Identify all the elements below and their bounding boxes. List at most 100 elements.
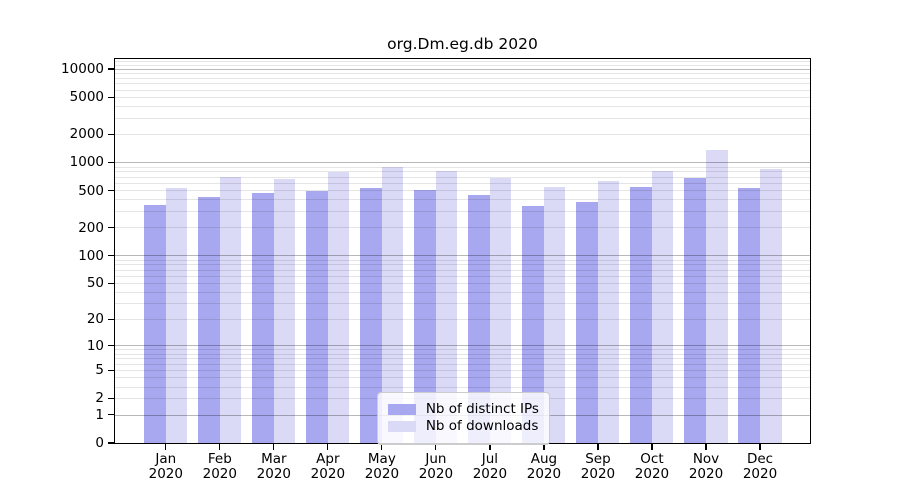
- bar-distinct-ips: [576, 202, 598, 443]
- y-tick-mark: [108, 345, 115, 347]
- y-tick-mark: [108, 414, 115, 416]
- minor-gridline: [114, 358, 810, 360]
- plot-area: Nb of distinct IPs Nb of downloads: [113, 57, 811, 445]
- y-tick-mark: [108, 369, 115, 371]
- y-axis-tick-label: 5: [95, 362, 104, 379]
- bar-downloads: [435, 170, 458, 443]
- x-tick-mark: [273, 443, 275, 450]
- y-axis-tick-label: 200: [78, 219, 104, 236]
- minor-gridline: [114, 171, 810, 173]
- bar-distinct-ips: [359, 187, 382, 443]
- y-tick-mark: [108, 161, 115, 164]
- bar-distinct-ips: [143, 205, 166, 443]
- legend-label-distinct-ips: Nb of distinct IPs: [425, 401, 539, 418]
- bar-downloads: [489, 178, 512, 443]
- minor-gridline: [114, 319, 810, 321]
- x-tick-mark: [219, 443, 221, 450]
- x-axis-tick-label: Jul 2020: [472, 451, 508, 482]
- y-tick-mark: [108, 96, 115, 98]
- bar-distinct-ips: [630, 187, 652, 443]
- x-tick-mark: [489, 443, 491, 450]
- y-axis-tick-label: 10000: [61, 60, 104, 77]
- legend-swatch-downloads: [387, 420, 416, 432]
- x-axis-tick-label: Oct 2020: [634, 451, 670, 482]
- bar-distinct-ips: [251, 192, 274, 443]
- bar-distinct-ips: [468, 195, 490, 443]
- minor-gridline: [114, 264, 810, 266]
- minor-gridline: [114, 106, 810, 107]
- minor-gridline: [114, 134, 810, 136]
- x-tick-mark: [435, 443, 437, 450]
- minor-gridline: [114, 211, 810, 213]
- y-tick-mark: [108, 227, 115, 229]
- minor-gridline: [114, 259, 810, 261]
- major-gridline: [114, 68, 810, 70]
- bar-downloads: [327, 172, 350, 443]
- x-axis-tick-label: Mar 2020: [256, 451, 291, 482]
- minor-gridline: [114, 73, 810, 75]
- bar-distinct-ips: [684, 178, 706, 443]
- minor-gridline: [114, 275, 810, 277]
- minor-gridline: [114, 370, 810, 372]
- x-tick-mark: [543, 443, 545, 450]
- y-axis-tick-label: 10: [86, 337, 104, 354]
- y-axis-tick-label: 0: [95, 435, 104, 451]
- x-axis-tick-label: Nov 2020: [688, 451, 724, 482]
- x-axis-tick-label: Sep 2020: [580, 451, 616, 482]
- x-axis-tick-label: Dec 2020: [742, 451, 778, 482]
- minor-gridline: [114, 190, 810, 192]
- x-tick-mark: [651, 443, 653, 450]
- minor-gridline: [114, 269, 810, 271]
- bar-downloads: [759, 168, 782, 443]
- y-tick-mark: [108, 397, 115, 399]
- minor-gridline: [114, 303, 810, 305]
- chart-title: org.Dm.eg.db 2020: [387, 35, 538, 53]
- bar-downloads: [705, 150, 728, 443]
- y-axis-tick-label: 100: [78, 247, 104, 264]
- bar-downloads: [165, 188, 188, 443]
- minor-gridline: [114, 176, 810, 178]
- x-axis-tick-label: Apr 2020: [310, 451, 346, 482]
- minor-gridline: [114, 61, 810, 63]
- y-axis-tick-label: 1000: [69, 154, 104, 171]
- minor-gridline: [114, 83, 810, 85]
- y-axis-tick-label: 1: [95, 406, 104, 423]
- minor-gridline: [114, 283, 810, 285]
- y-tick-mark: [108, 189, 115, 192]
- major-gridline: [114, 345, 810, 347]
- minor-gridline: [114, 292, 810, 293]
- legend-label-downloads: Nb of downloads: [425, 418, 539, 435]
- x-axis-tick-label: Jun 2020: [418, 451, 454, 482]
- y-tick-mark: [108, 254, 115, 257]
- x-axis-tick-label: Feb 2020: [202, 451, 237, 482]
- y-tick-mark: [108, 318, 115, 320]
- minor-gridline: [114, 64, 810, 66]
- y-axis-tick-label: 5000: [69, 89, 104, 106]
- y-tick-mark: [108, 68, 115, 70]
- minor-gridline: [114, 353, 810, 355]
- x-tick-mark: [381, 443, 383, 450]
- x-axis-tick-label: Aug 2020: [526, 451, 562, 482]
- y-tick-mark: [108, 133, 115, 135]
- minor-gridline: [114, 166, 810, 168]
- x-tick-mark: [597, 443, 599, 450]
- y-axis-tick-label: 500: [78, 182, 104, 199]
- y-axis-tick-label: 2: [95, 390, 104, 407]
- y-axis-tick-label: 20: [86, 311, 104, 328]
- x-axis-tick-label: Jan 2020: [148, 451, 183, 482]
- y-tick-mark: [108, 442, 115, 444]
- minor-gridline: [114, 182, 810, 184]
- legend-entry-downloads: Nb of downloads: [387, 418, 539, 435]
- major-gridline: [114, 255, 810, 257]
- minor-gridline: [114, 386, 810, 388]
- x-axis-tick-label: May 2020: [364, 451, 400, 482]
- bar-distinct-ips: [197, 197, 220, 443]
- bar-downloads: [651, 171, 674, 443]
- minor-gridline: [114, 199, 810, 201]
- bar-downloads: [543, 187, 566, 443]
- bar-downloads: [219, 176, 242, 443]
- minor-gridline: [114, 77, 810, 79]
- y-tick-mark: [108, 282, 115, 284]
- minor-gridline: [114, 377, 810, 379]
